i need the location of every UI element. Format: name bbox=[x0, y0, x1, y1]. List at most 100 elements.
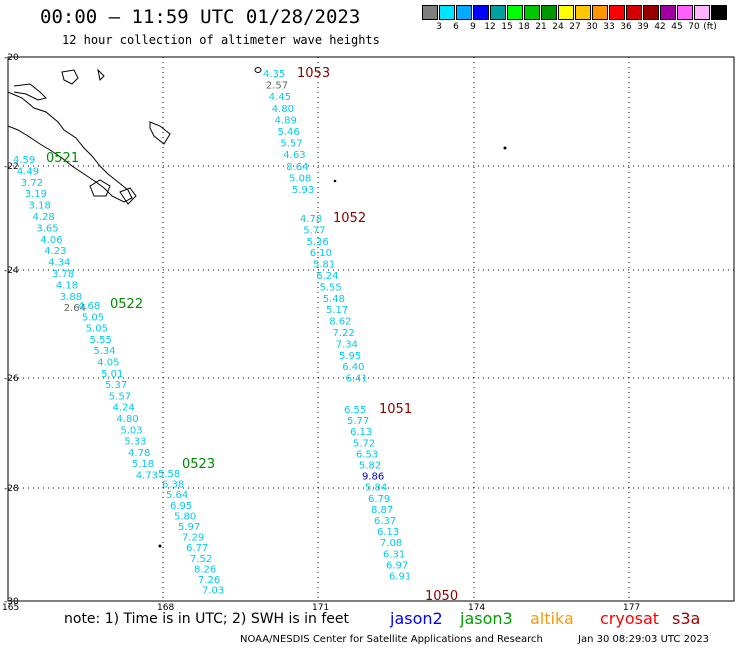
legend-label: 24 bbox=[552, 22, 564, 32]
legend-swatch bbox=[456, 5, 472, 20]
swh-value-1051: 6.55 bbox=[344, 405, 366, 416]
swh-value-1051: 5.72 bbox=[353, 438, 375, 449]
track-label: 0521 bbox=[46, 151, 79, 166]
swh-value-1052: 5.48 bbox=[323, 294, 345, 305]
legend-label: 70 bbox=[688, 22, 700, 32]
swh-value-0521: 3.72 bbox=[21, 178, 43, 189]
legend-label: 18 bbox=[518, 22, 530, 32]
swh-value-0522: 5.37 bbox=[105, 380, 127, 391]
lon-label: 165 bbox=[2, 603, 19, 613]
coastline-island bbox=[61, 69, 79, 85]
credit-text: NOAA/NESDIS Center for Satellite Applica… bbox=[240, 634, 543, 645]
generation-timestamp: Jan 30 08:29:03 UTC 2023 bbox=[578, 634, 710, 645]
swh-value-1053: 4.80 bbox=[272, 104, 294, 115]
lon-label: 177 bbox=[623, 603, 640, 613]
map-title: 00:00 – 11:59 UTC 01/28/2023 bbox=[40, 6, 361, 28]
swh-value-0523: 6.77 bbox=[186, 543, 208, 554]
swh-value-1052: 6.40 bbox=[342, 362, 364, 373]
swh-value-0522: 5.33 bbox=[124, 437, 146, 448]
swh-value-0521: 3.78 bbox=[52, 269, 74, 280]
swh-value-1052: 5.36 bbox=[307, 237, 329, 248]
coastline-island bbox=[254, 67, 262, 73]
swh-value-1053: 4.63 bbox=[283, 150, 305, 161]
swh-value-0523: 7.26 bbox=[198, 575, 220, 586]
legend-swatch bbox=[541, 5, 557, 20]
coastline-island bbox=[97, 68, 105, 82]
track-label: 1052 bbox=[333, 211, 366, 226]
legend-swatch bbox=[711, 5, 727, 20]
swh-value-1051: 6.37 bbox=[374, 516, 396, 527]
coastline-new-caledonia bbox=[7, 91, 133, 203]
swh-value-1051: 6.91 bbox=[389, 572, 411, 583]
swh-value-1053: 4.45 bbox=[269, 92, 291, 103]
lat-label: -22 bbox=[4, 162, 19, 172]
coastline-island bbox=[158, 544, 162, 548]
swh-value-1051: 6.97 bbox=[386, 560, 408, 571]
swh-value-0523: 5.97 bbox=[178, 522, 200, 533]
swh-value-1051: 6.13 bbox=[350, 427, 372, 438]
swh-value-0522: 4.24 bbox=[113, 403, 135, 414]
track-label: 1051 bbox=[379, 402, 412, 417]
swh-value-0521: 3.65 bbox=[36, 223, 58, 234]
swh-value-0522: 5.03 bbox=[120, 425, 142, 436]
swh-value-0521: 4.59 bbox=[13, 155, 35, 166]
swh-value-1052: 5.77 bbox=[303, 225, 325, 236]
swh-value-0523: 6.38 bbox=[162, 480, 184, 491]
satellite-s3a-label: s3a bbox=[672, 609, 701, 628]
legend-label: 3 bbox=[436, 22, 442, 32]
lat-label: -24 bbox=[4, 266, 19, 276]
coastline-island bbox=[333, 179, 337, 183]
swh-value-0521: 4.34 bbox=[48, 258, 70, 269]
swh-value-1052: 6.10 bbox=[310, 248, 332, 259]
swh-value-1053: 4.35 bbox=[263, 69, 285, 80]
swh-value-1051: 5.82 bbox=[359, 461, 381, 472]
swh-value-0522: 4.68 bbox=[78, 301, 100, 312]
legend-swatch bbox=[677, 5, 693, 20]
track-label: 1050 bbox=[425, 589, 458, 604]
legend-swatch bbox=[422, 5, 438, 20]
legend-label: 39 bbox=[637, 22, 649, 32]
swh-value-0521: 3.18 bbox=[29, 201, 51, 212]
swh-value-1053: 5.08 bbox=[289, 173, 311, 184]
swh-value-0521: 4.23 bbox=[44, 246, 66, 257]
swh-value-0521: 4.06 bbox=[40, 235, 62, 246]
coastline-island bbox=[89, 179, 111, 197]
swh-value-1052: 5.17 bbox=[326, 305, 348, 316]
swh-value-0522: 5.18 bbox=[132, 459, 154, 470]
swh-value-1051: 8.87 bbox=[371, 505, 393, 516]
swh-value-1053: 5.93 bbox=[292, 185, 314, 196]
swh-value-0523: 7.29 bbox=[182, 533, 204, 544]
swh-value-0523: 5.58 bbox=[158, 469, 180, 480]
satellite-jason3-label: jason3 bbox=[460, 609, 513, 628]
legend-label: 15 bbox=[501, 22, 513, 32]
legend-swatch bbox=[473, 5, 489, 20]
swh-value-1052: 5.95 bbox=[339, 351, 361, 362]
swh-value-0523: 7.52 bbox=[190, 554, 212, 565]
legend-swatch bbox=[592, 5, 608, 20]
legend-label: 36 bbox=[620, 22, 632, 32]
swh-value-1052: 8.62 bbox=[329, 317, 351, 328]
swh-value-0523: 8.26 bbox=[194, 564, 216, 575]
swh-value-0521: 4.18 bbox=[56, 280, 78, 291]
lat-label: -30 bbox=[4, 597, 19, 607]
legend-label: 45 bbox=[671, 22, 683, 32]
swh-value-0521: 3.88 bbox=[60, 292, 82, 303]
lon-label: 168 bbox=[157, 603, 174, 613]
legend-label: 9 bbox=[470, 22, 476, 32]
swh-value-0523: 6.95 bbox=[170, 501, 192, 512]
legend-swatch bbox=[439, 5, 455, 20]
satellite-altika-label: altika bbox=[530, 609, 574, 628]
swh-value-1053: 2.57 bbox=[266, 81, 288, 92]
coastline-island bbox=[13, 83, 47, 101]
swh-value-0522: 5.05 bbox=[86, 324, 108, 335]
lat-label: -20 bbox=[4, 53, 19, 63]
swh-value-1051: 6.31 bbox=[383, 549, 405, 560]
swh-value-0522: 5.34 bbox=[93, 346, 115, 357]
swh-value-0522: 4.80 bbox=[117, 414, 139, 425]
swh-value-0522: 5.57 bbox=[109, 391, 131, 402]
legend-swatch bbox=[626, 5, 642, 20]
legend-label: 42 bbox=[654, 22, 666, 32]
swh-value-1053: 4.89 bbox=[275, 115, 297, 126]
legend-swatch bbox=[694, 5, 710, 20]
swh-value-1052: 7.34 bbox=[336, 339, 358, 350]
